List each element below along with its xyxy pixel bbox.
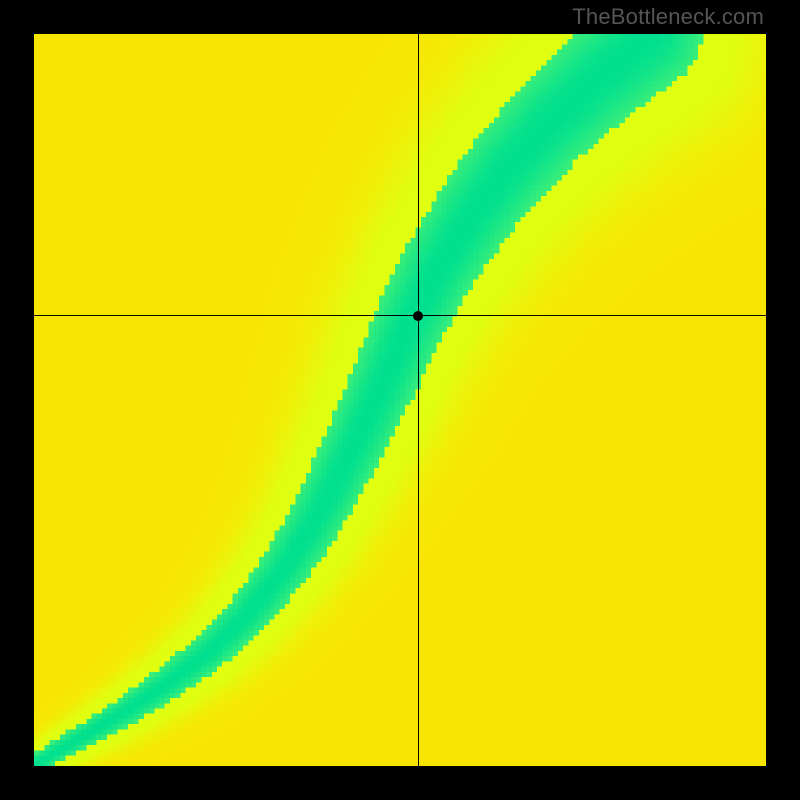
- watermark-text: TheBottleneck.com: [572, 4, 764, 30]
- plot-area: [34, 34, 766, 766]
- heatmap-canvas: [34, 34, 766, 766]
- chart-frame: TheBottleneck.com: [0, 0, 800, 800]
